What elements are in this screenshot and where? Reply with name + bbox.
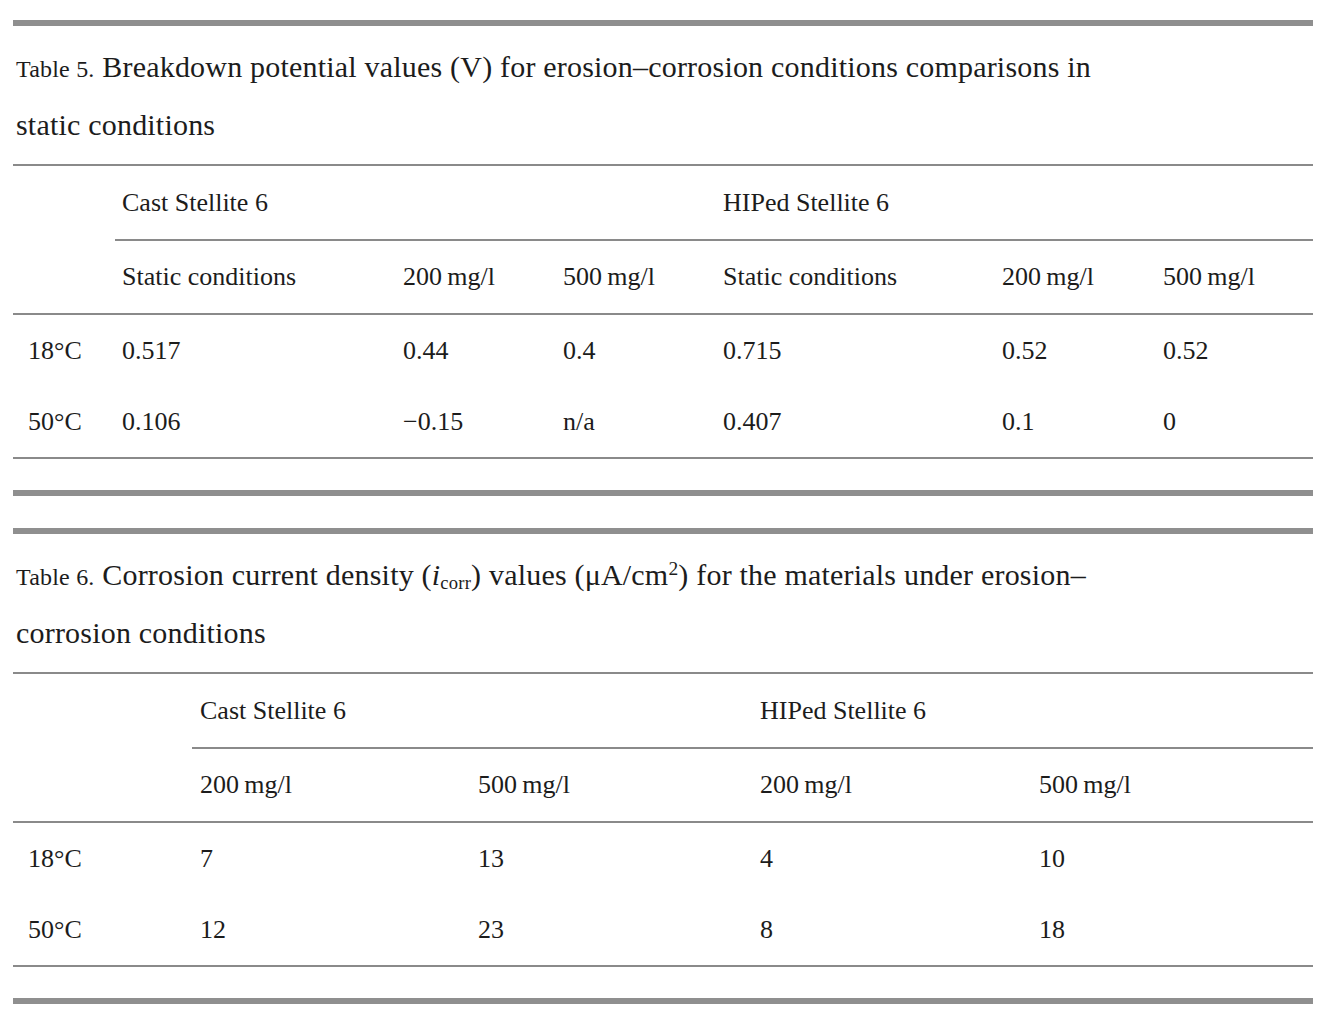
cell: 0 xyxy=(1163,407,1313,437)
cell: 0.4 xyxy=(563,336,723,366)
table6-group-header-cast: Cast Stellite 6 xyxy=(200,696,760,726)
table-row: 50°C 0.106 −0.15 n/a 0.407 0.1 0 xyxy=(13,386,1313,457)
column-header: 200 mg/l xyxy=(200,770,478,800)
row-label: 18°C xyxy=(13,844,200,874)
table6-section: Table 6. Corrosion current density (icor… xyxy=(13,528,1313,1004)
row-label: 50°C xyxy=(13,407,122,437)
table6-title-prefix: Corrosion current density ( xyxy=(102,558,432,591)
table-row: 18°C 0.517 0.44 0.4 0.715 0.52 0.52 xyxy=(13,315,1313,386)
row-label: 50°C xyxy=(13,915,200,945)
top-margin xyxy=(13,0,1313,20)
column-header: Static conditions xyxy=(723,262,1002,292)
table5-label: Table 5. xyxy=(16,56,95,82)
cell: 0.715 xyxy=(723,336,1002,366)
cell: 0.517 xyxy=(122,336,403,366)
table6-bottom-spacer xyxy=(13,967,1313,998)
column-header: 200 mg/l xyxy=(403,262,563,292)
table5-column-header-row: Static conditions 200 mg/l 500 mg/l Stat… xyxy=(13,241,1313,313)
table6-group-header-row: Cast Stellite 6 HIPed Stellite 6 xyxy=(13,674,1313,747)
table5-bottom-spacer xyxy=(13,459,1313,490)
table6-bottom-bar xyxy=(13,998,1313,1004)
column-header: 500 mg/l xyxy=(1039,770,1313,800)
table-row: 18°C 7 13 4 10 xyxy=(13,823,1313,894)
cell: 4 xyxy=(760,844,1039,874)
cell: 10 xyxy=(1039,844,1313,874)
column-header: 500 mg/l xyxy=(1163,262,1313,292)
row-label: 18°C xyxy=(13,336,122,366)
cell: 0.52 xyxy=(1163,336,1313,366)
table5-title-line1: Breakdown potential values (V) for erosi… xyxy=(102,50,1091,83)
column-header: 200 mg/l xyxy=(760,770,1039,800)
column-header: 200 mg/l xyxy=(1002,262,1163,292)
cell: n/a xyxy=(563,407,723,437)
cell: 12 xyxy=(200,915,478,945)
table6-column-header-row: 200 mg/l 500 mg/l 200 mg/l 500 mg/l xyxy=(13,749,1313,821)
cell: −0.15 xyxy=(403,407,563,437)
table5-group-header-hiped: HIPed Stellite 6 xyxy=(723,188,1313,218)
column-header: Static conditions xyxy=(122,262,403,292)
table-row: 50°C 12 23 8 18 xyxy=(13,894,1313,965)
cell: 13 xyxy=(478,844,760,874)
table6-caption: Table 6. Corrosion current density (icor… xyxy=(13,534,1313,672)
cell: 0.52 xyxy=(1002,336,1163,366)
table6-title-mid: ) values (μA/cm xyxy=(471,558,668,591)
table5-section: Table 5. Breakdown potential values (V) … xyxy=(13,20,1313,496)
cell: 0.106 xyxy=(122,407,403,437)
cell: 7 xyxy=(200,844,478,874)
column-header: 500 mg/l xyxy=(478,770,760,800)
cm2-superscript: 2 xyxy=(668,558,678,579)
table6-title-line2: corrosion conditions xyxy=(16,616,266,649)
cell: 0.44 xyxy=(403,336,563,366)
icorr-subscript: corr xyxy=(440,572,471,593)
table6-label: Table 6. xyxy=(16,564,95,590)
cell: 0.407 xyxy=(723,407,1002,437)
table5-title-line2: static conditions xyxy=(16,108,215,141)
table6-group-header-hiped: HIPed Stellite 6 xyxy=(760,696,1313,726)
table5-group-header-cast: Cast Stellite 6 xyxy=(122,188,723,218)
article-page: Table 5. Breakdown potential values (V) … xyxy=(13,0,1313,1004)
cell: 8 xyxy=(760,915,1039,945)
table6-title-suffix: ) for the materials under erosion– xyxy=(678,558,1086,591)
column-header: 500 mg/l xyxy=(563,262,723,292)
cell: 0.1 xyxy=(1002,407,1163,437)
table5-caption: Table 5. Breakdown potential values (V) … xyxy=(13,26,1313,164)
cell: 23 xyxy=(478,915,760,945)
table5-group-header-row: Cast Stellite 6 HIPed Stellite 6 xyxy=(13,166,1313,239)
cell: 18 xyxy=(1039,915,1313,945)
between-tables-gap xyxy=(13,496,1313,528)
